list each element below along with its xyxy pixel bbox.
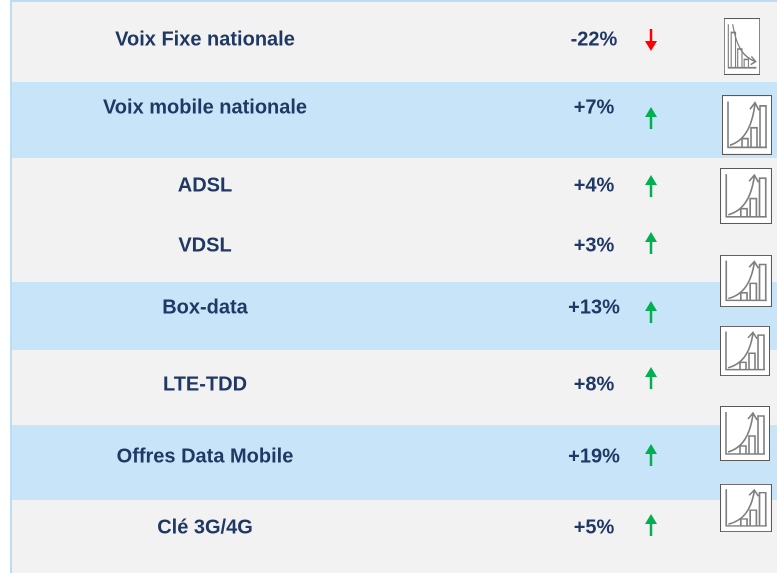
icon-bars [741, 105, 767, 148]
trend-icon [720, 168, 772, 224]
row-band [10, 425, 777, 500]
row-change: +8% [574, 373, 615, 395]
icon-axis [725, 412, 765, 455]
row-label: Clé 3G/4G [157, 516, 253, 538]
icon-curve [728, 260, 760, 300]
row-change: +19% [568, 445, 620, 467]
arrow-head [645, 367, 657, 377]
icon-curve [728, 488, 760, 525]
icon-axis [725, 260, 767, 302]
row-label: Voix mobile nationale [103, 96, 307, 118]
trend-arrow [645, 301, 657, 323]
arrow-head [645, 444, 657, 454]
icon-bars [739, 415, 765, 454]
trend-arrow [645, 29, 657, 51]
row-band [10, 82, 777, 158]
row-label: Voix Fixe nationale [115, 28, 295, 50]
icon-frame [720, 255, 772, 308]
icon-frame [720, 326, 770, 377]
row-label: LTE-TDD [163, 373, 247, 395]
icon-bars [739, 492, 767, 526]
row-change: -22% [571, 28, 618, 50]
trend-arrow [645, 175, 657, 197]
trend-icon [720, 484, 772, 532]
trend-icon [720, 255, 772, 308]
trend-arrow [645, 444, 657, 466]
icon-axis [725, 331, 765, 371]
arrow-head [645, 41, 657, 51]
trend-arrow [645, 232, 657, 254]
icon-bars [739, 263, 767, 301]
icon-curve [728, 173, 760, 216]
trend-icon [720, 326, 770, 377]
row-change: +4% [574, 174, 615, 196]
row-change: +7% [574, 96, 615, 118]
icon-bars [739, 334, 765, 370]
arrow-head [645, 514, 657, 524]
icon-curve [732, 24, 757, 66]
arrow-head [645, 175, 657, 185]
trend-arrow [645, 107, 657, 129]
trend-arrow [645, 514, 657, 536]
row-label: VDSL [178, 234, 231, 256]
row-label: ADSL [178, 174, 232, 196]
row-band [10, 500, 777, 573]
row-band [10, 282, 777, 350]
icon-axis [725, 489, 767, 527]
icon-bars [739, 177, 767, 217]
row-change: +3% [574, 234, 615, 256]
icon-axis [727, 24, 757, 69]
row-change: +5% [574, 516, 615, 538]
row-label: Offres Data Mobile [117, 445, 294, 467]
trend-icon [722, 95, 772, 156]
icon-curve [727, 331, 758, 369]
trend-arrow [645, 367, 657, 389]
row-change: +13% [568, 296, 620, 318]
icon-axis [727, 101, 767, 149]
trend-icon [720, 406, 770, 461]
icon-curve [729, 101, 760, 147]
arrow-head [645, 107, 657, 117]
arrow-head [645, 301, 657, 311]
icon-axis [725, 174, 767, 218]
row-label: Box-data [162, 296, 248, 318]
row-band [10, 350, 777, 425]
row-band [10, 158, 777, 282]
icon-frame [720, 406, 770, 461]
trend-icon [724, 18, 760, 75]
icon-frame [720, 484, 772, 532]
arrow-head [645, 232, 657, 242]
icon-curve [727, 411, 758, 453]
icon-frame [722, 95, 772, 156]
icon-frame [720, 168, 772, 224]
